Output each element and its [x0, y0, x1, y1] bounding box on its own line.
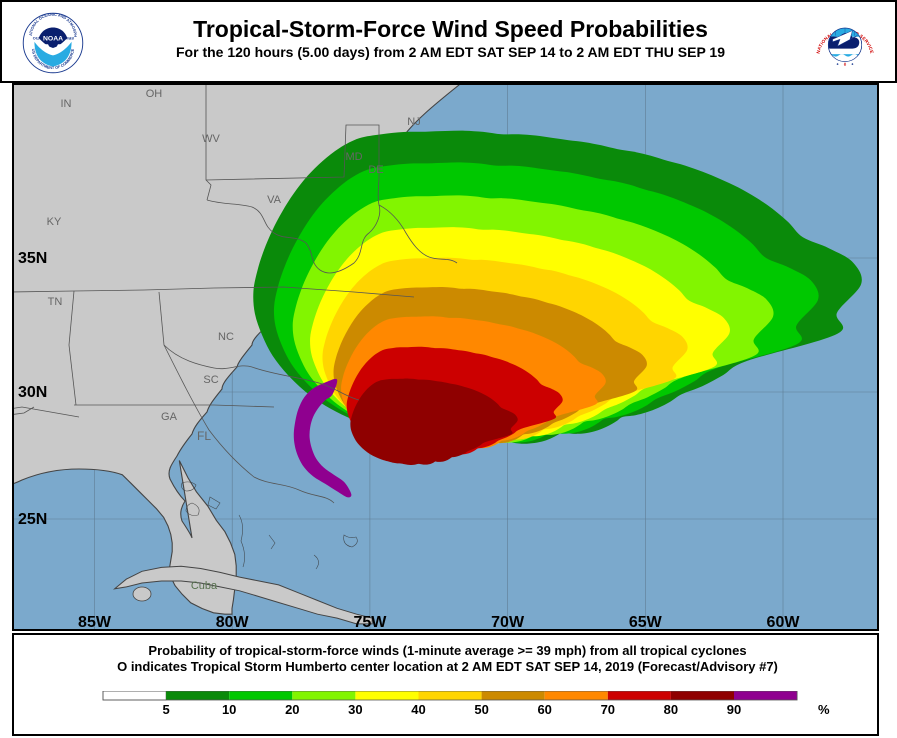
svg-text:WV: WV — [202, 133, 220, 145]
svg-text:20: 20 — [285, 702, 299, 717]
svg-text:SC: SC — [203, 374, 218, 386]
svg-text:DE: DE — [368, 164, 383, 176]
svg-text:NJ: NJ — [407, 116, 420, 128]
svg-text:30: 30 — [348, 702, 362, 717]
svg-text:30N: 30N — [18, 384, 47, 401]
svg-text:KY: KY — [47, 216, 62, 228]
svg-text:%: % — [818, 702, 830, 717]
svg-text:NOAA: NOAA — [43, 36, 63, 43]
svg-text:★: ★ — [843, 63, 847, 67]
svg-text:85W: 85W — [78, 614, 112, 631]
svg-text:65W: 65W — [629, 614, 663, 631]
svg-text:25N: 25N — [18, 511, 47, 528]
svg-text:OH: OH — [146, 88, 163, 100]
svg-text:70W: 70W — [491, 614, 525, 631]
svg-text:60: 60 — [537, 702, 551, 717]
svg-text:5: 5 — [162, 702, 169, 717]
svg-text:80W: 80W — [216, 614, 250, 631]
svg-text:NC: NC — [218, 331, 234, 343]
svg-text:60W: 60W — [767, 614, 801, 631]
svg-text:70: 70 — [601, 702, 615, 717]
svg-text:VA: VA — [267, 194, 282, 206]
svg-text:50: 50 — [474, 702, 488, 717]
svg-text:10: 10 — [222, 702, 236, 717]
svg-text:80: 80 — [664, 702, 678, 717]
svg-text:75W: 75W — [353, 614, 387, 631]
svg-text:40: 40 — [411, 702, 425, 717]
svg-text:35N: 35N — [18, 250, 47, 267]
svg-text:90: 90 — [727, 702, 741, 717]
svg-text:IN: IN — [61, 98, 72, 110]
svg-text:GA: GA — [161, 411, 178, 423]
svg-text:Cuba: Cuba — [191, 580, 218, 592]
svg-text:TN: TN — [48, 296, 63, 308]
svg-text:FL: FL — [197, 429, 211, 443]
svg-text:MD: MD — [345, 151, 362, 163]
